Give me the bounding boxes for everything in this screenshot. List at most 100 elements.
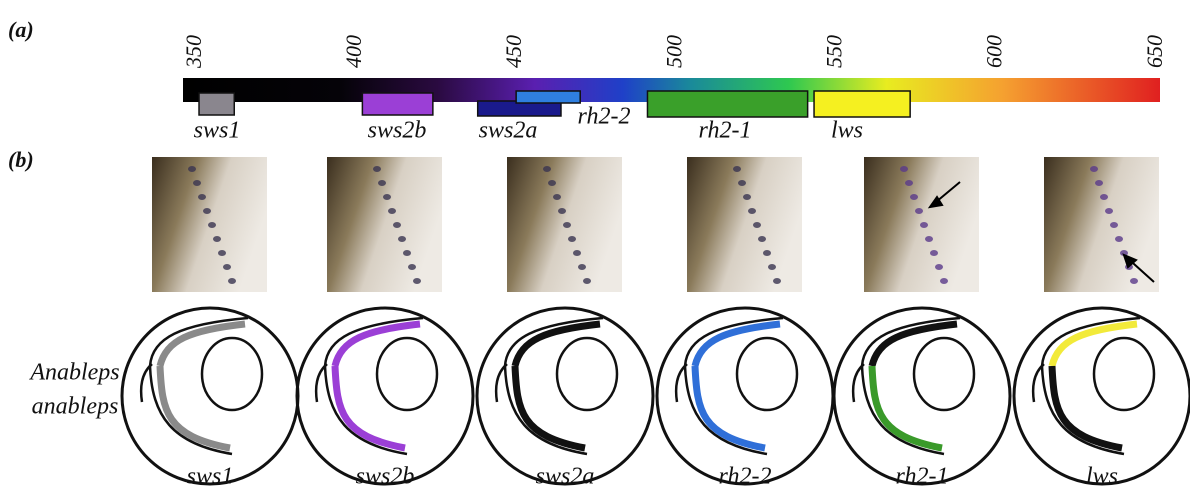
figure: (a) (b) Anableps anableps 350 400 450 500 55… [0, 0, 1190, 495]
micrograph-cell [543, 166, 551, 172]
micrograph-cell [930, 250, 938, 256]
opsin-range [199, 93, 234, 115]
wavelength-tick-label: 400 [341, 35, 366, 68]
micrograph-cell [753, 222, 761, 228]
opsin-range [362, 93, 432, 115]
micrograph-cell [940, 278, 948, 284]
opsin-label: rh2-1 [896, 464, 949, 490]
micrograph-cell [1090, 166, 1098, 172]
micrograph-cell [548, 180, 556, 186]
micrograph-cell [193, 180, 201, 186]
opsin-label: sws2a [536, 464, 595, 490]
micrograph-cell [563, 222, 571, 228]
micrograph-cell [218, 250, 226, 256]
micrograph-cell [213, 236, 221, 242]
micrograph-cell [223, 264, 231, 270]
micrograph [687, 157, 802, 292]
micrograph-cell [743, 194, 751, 200]
opsin-range [814, 91, 910, 117]
micrograph-cell [398, 236, 406, 242]
micrograph-cell [763, 250, 771, 256]
retina-top [872, 324, 957, 366]
micrograph-cell [228, 278, 236, 284]
opsin-label: lws [831, 118, 863, 144]
micrograph-cell [1115, 236, 1123, 242]
micrograph-cell [1110, 222, 1118, 228]
micrograph-cell [905, 180, 913, 186]
eye-outline [477, 308, 653, 484]
micrograph-cell [383, 194, 391, 200]
eye-lens [737, 338, 797, 410]
panel-label: (b) [8, 147, 34, 172]
wavelength-tick-label: 550 [822, 35, 847, 68]
wavelength-tick-label: 650 [1142, 35, 1167, 68]
micrograph-cell [208, 222, 216, 228]
opsin-range [647, 91, 807, 117]
opsin-label: lws [1086, 464, 1118, 490]
micrograph-cell [910, 194, 918, 200]
micrograph-cell [188, 166, 196, 172]
micrograph-cell [925, 236, 933, 242]
opsin-label: sws2b [356, 464, 415, 490]
opsin-label: sws2b [368, 118, 427, 144]
opsin-label: sws1 [187, 464, 234, 490]
micrograph-cell [578, 264, 586, 270]
eye-outline [834, 308, 1010, 484]
micrograph-cell [1095, 180, 1103, 186]
micrograph-cell [553, 194, 561, 200]
micrograph-cell [388, 208, 396, 214]
species-label: Anableps [28, 360, 119, 386]
micrograph-cell [198, 194, 206, 200]
retina-top [695, 324, 780, 366]
retina-top [515, 324, 600, 366]
micrograph-cell [393, 222, 401, 228]
micrograph-cell [583, 278, 591, 284]
eye-lens [914, 338, 974, 410]
species-label: anableps [32, 394, 119, 420]
wavelength-tick-label: 500 [661, 35, 686, 68]
micrograph-cell [203, 208, 211, 214]
micrograph-cell [1100, 194, 1108, 200]
eye-outline [657, 308, 833, 484]
micrograph-cell [408, 264, 416, 270]
opsin-label: sws1 [194, 118, 241, 144]
eye-lens [202, 338, 262, 410]
micrograph-cell [403, 250, 411, 256]
eye-lens [557, 338, 617, 410]
micrograph-cell [915, 208, 923, 214]
micrograph-cell [733, 166, 741, 172]
micrograph-cell [935, 264, 943, 270]
micrograph-cell [1105, 208, 1113, 214]
micrograph-cell [768, 264, 776, 270]
retina-top [160, 324, 245, 366]
eye-lens [377, 338, 437, 410]
eye-lens [1094, 338, 1154, 410]
opsin-label: sws2a [479, 118, 538, 144]
micrograph-cell [413, 278, 421, 284]
opsin-label: rh2-2 [719, 464, 772, 490]
eye-outline [1014, 308, 1190, 484]
micrograph-cell [900, 166, 908, 172]
opsin-range [516, 91, 580, 103]
micrograph-cell [573, 250, 581, 256]
wavelength-tick-label: 450 [501, 35, 526, 68]
opsin-label: rh2-2 [578, 104, 631, 130]
wavelength-tick-label: 600 [982, 35, 1007, 68]
retina-top [1052, 324, 1137, 366]
micrograph-cell [558, 208, 566, 214]
micrograph-cell [758, 236, 766, 242]
wavelength-tick-label: 350 [181, 35, 206, 69]
micrograph-cell [568, 236, 576, 242]
opsin-label: rh2-1 [699, 118, 752, 144]
eye-outline [297, 308, 473, 484]
eye-outline [122, 308, 298, 484]
micrograph-cell [378, 180, 386, 186]
retina-top [335, 324, 420, 366]
micrograph [327, 157, 442, 292]
micrograph-cell [773, 278, 781, 284]
micrograph-cell [1130, 278, 1138, 284]
panel-label: (a) [8, 17, 34, 42]
micrograph-cell [920, 222, 928, 228]
micrograph-cell [373, 166, 381, 172]
micrograph-cell [738, 180, 746, 186]
